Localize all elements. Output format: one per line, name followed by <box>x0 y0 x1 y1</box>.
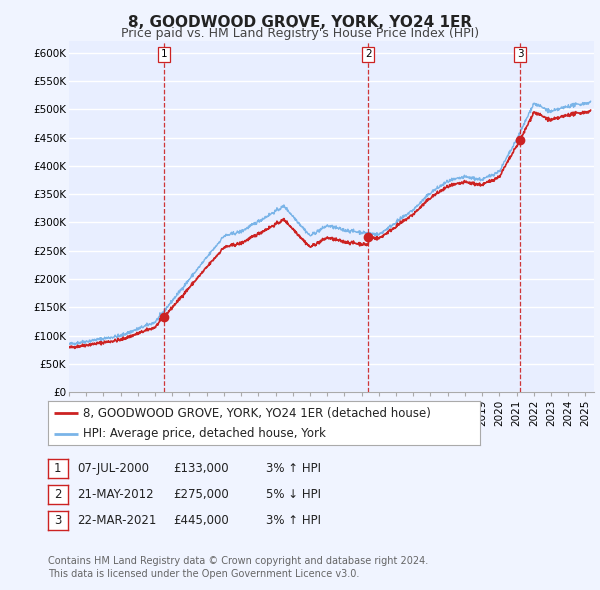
Text: 22-MAR-2021: 22-MAR-2021 <box>77 514 156 527</box>
Text: 2: 2 <box>365 50 371 60</box>
Text: 3% ↑ HPI: 3% ↑ HPI <box>266 462 321 475</box>
Text: 5% ↓ HPI: 5% ↓ HPI <box>266 488 321 501</box>
Text: 1: 1 <box>161 50 167 60</box>
Text: Contains HM Land Registry data © Crown copyright and database right 2024.
This d: Contains HM Land Registry data © Crown c… <box>48 556 428 579</box>
Text: 07-JUL-2000: 07-JUL-2000 <box>77 462 149 475</box>
Text: Price paid vs. HM Land Registry's House Price Index (HPI): Price paid vs. HM Land Registry's House … <box>121 27 479 40</box>
Text: HPI: Average price, detached house, York: HPI: Average price, detached house, York <box>83 427 325 440</box>
Text: 8, GOODWOOD GROVE, YORK, YO24 1ER (detached house): 8, GOODWOOD GROVE, YORK, YO24 1ER (detac… <box>83 407 430 419</box>
Text: £445,000: £445,000 <box>173 514 229 527</box>
Text: 2: 2 <box>54 488 62 501</box>
Text: 21-MAY-2012: 21-MAY-2012 <box>77 488 154 501</box>
Text: 1: 1 <box>54 462 62 475</box>
Text: 3: 3 <box>517 50 524 60</box>
Text: £133,000: £133,000 <box>173 462 229 475</box>
Text: 8, GOODWOOD GROVE, YORK, YO24 1ER: 8, GOODWOOD GROVE, YORK, YO24 1ER <box>128 15 472 30</box>
Text: 3% ↑ HPI: 3% ↑ HPI <box>266 514 321 527</box>
Text: £275,000: £275,000 <box>173 488 229 501</box>
Text: 3: 3 <box>54 514 62 527</box>
